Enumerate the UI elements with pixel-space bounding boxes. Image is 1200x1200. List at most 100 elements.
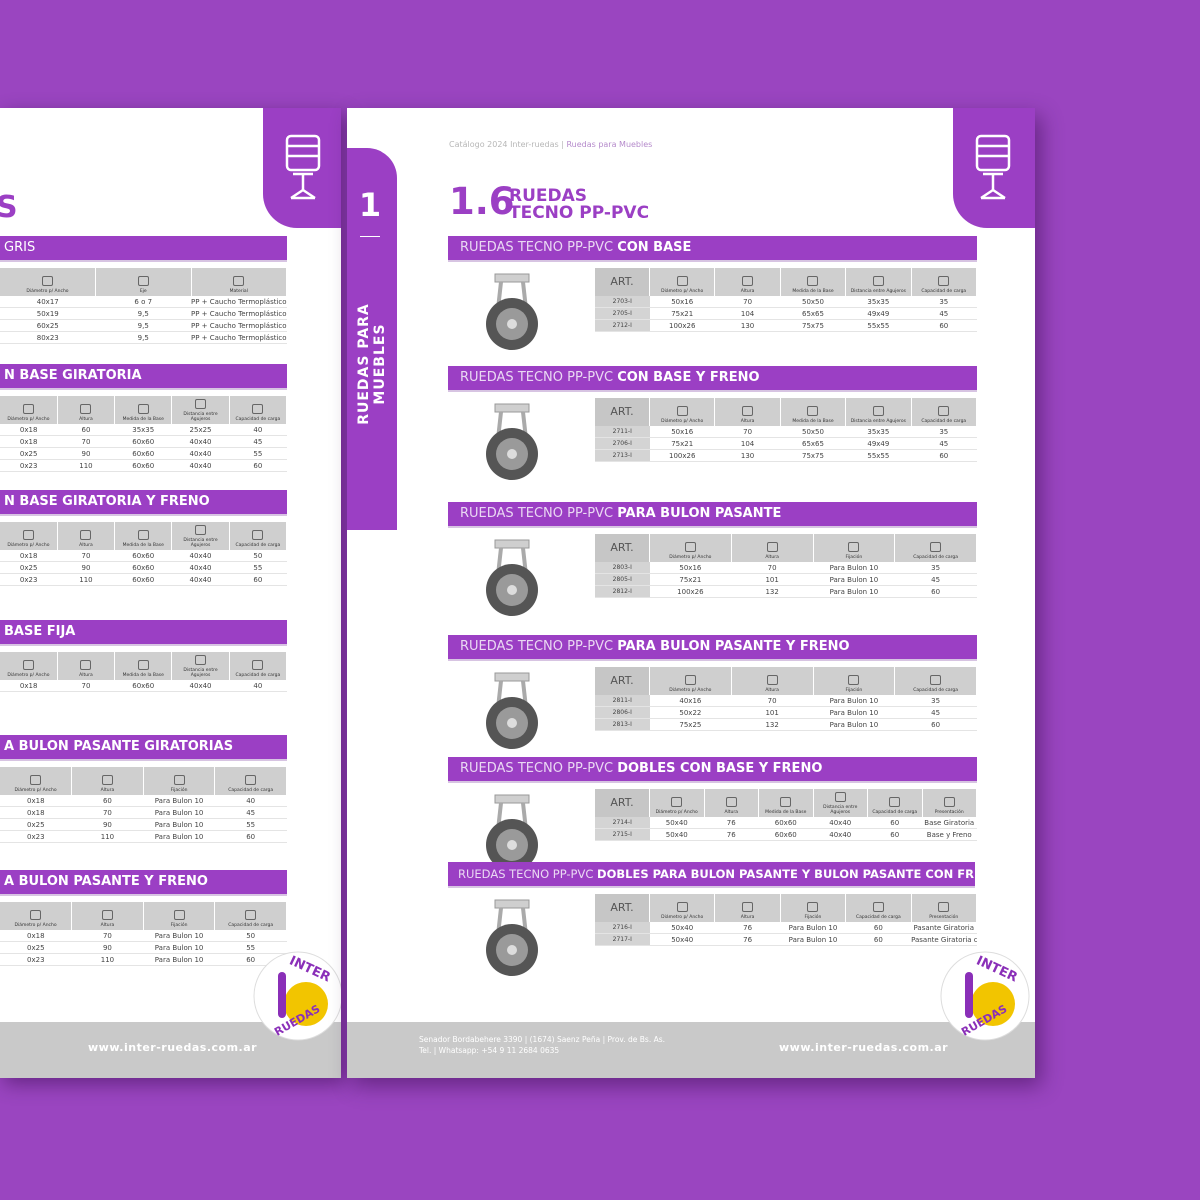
cell: 2713-I (595, 449, 650, 462)
section-title-bold: DOBLES PARA BULON PASANTE Y BULON PASANT… (597, 867, 975, 881)
cell: 45 (214, 806, 287, 819)
cell: Pasante Giratoria c/ freno (911, 933, 977, 946)
logo: INTER RUEDAS (937, 948, 1033, 1044)
cell: 40x40 (813, 817, 868, 829)
divider (360, 236, 380, 237)
header-row: ART. Diámetro p/ Ancho Altura Fijación Capac… (595, 534, 977, 562)
column-icon (943, 797, 955, 807)
table-row: 60x25 9,5 PP + Caucho Termoplástico (0, 319, 287, 332)
cell: 49x49 (845, 307, 912, 320)
column-label: Medida de la Base (122, 543, 164, 548)
column-label: Altura (765, 688, 779, 693)
cell: 45 (911, 437, 977, 450)
column-label: Distancia entre Agujeros (850, 289, 907, 294)
column-header: Fijación (780, 894, 847, 922)
cell: 80x23 (0, 331, 96, 344)
phone: Tel. | Whatsapp: +54 9 11 2684 0635 (419, 1046, 560, 1055)
cell: 0x18 (0, 680, 58, 692)
column-label: Diámetro p/ Ancho (14, 923, 57, 928)
column-header: Capacidad de carga (214, 902, 287, 930)
website: www.inter-ruedas.com.ar (779, 1041, 949, 1054)
column-label: Altura (79, 417, 93, 422)
cell: 130 (714, 449, 781, 462)
header-row: Diámetro p/ Ancho Altura Medida de la Base… (0, 522, 288, 550)
cell: Para Bulon 10 (143, 806, 215, 819)
section-title-bold: CON BASE Y FRENO (617, 370, 760, 385)
table-row: 0x23 110 60x60 40x40 60 (0, 573, 287, 586)
cell: 75x21 (649, 307, 715, 320)
cell: 35 (911, 296, 977, 308)
spec-table: Diámetro p/ Ancho Eje Material 40x17 6 o 7 PP… (0, 268, 287, 344)
column-icon (766, 542, 778, 552)
table-row: 2705-I 75x21 104 65x65 49x49 45 (595, 307, 977, 320)
cell: Para Bulon 10 (780, 933, 846, 946)
column-header: Diámetro p/ Ancho (0, 902, 73, 930)
spec-table: ART. Diámetro p/ Ancho Altura Fijación Capac… (595, 894, 978, 946)
cell: 76 (704, 817, 759, 829)
column-icon (42, 276, 53, 286)
table-row: 0x23 110 60x60 40x40 60 (0, 459, 287, 472)
header-row: Diámetro p/ Ancho Eje Material (0, 268, 287, 296)
column-label: ART. (610, 404, 634, 418)
cell: 90 (71, 941, 144, 954)
cell: 60 (845, 933, 912, 946)
column-icon (173, 910, 185, 920)
column-icon (195, 655, 207, 665)
cell: 101 (731, 573, 813, 586)
column-label: Capacidad de carga (872, 810, 918, 815)
column-header: Altura (71, 767, 144, 795)
cell: 50x40 (649, 933, 715, 946)
cell: 0x18 (0, 550, 58, 562)
column-icon (22, 404, 34, 414)
section-title-prefix: RUEDAS TECNO PP-PVC (460, 370, 614, 385)
column-icon (938, 902, 950, 912)
column-header: Diámetro p/ Ancho (649, 268, 716, 296)
table-row: 2806-I 50x22 101 Para Bulon 10 45 (595, 706, 977, 719)
column-header: Distancia entre Agujeros (845, 268, 912, 296)
section-bar: BASE FIJA (0, 620, 287, 644)
cell: Para Bulon 10 (143, 930, 215, 942)
column-header: Diámetro p/ Ancho (0, 522, 58, 550)
section-title-prefix: RUEDAS TECNO PP-PVC (458, 867, 594, 881)
table-row: 50x19 9,5 PP + Caucho Termoplástico (0, 307, 287, 320)
column-header: Material (191, 268, 287, 296)
cell: 60 (894, 585, 977, 598)
column-header: Medida de la Base (758, 789, 814, 817)
column-label: Capacidad de carga (913, 555, 959, 560)
running-header: Catálogo 2024 Inter-ruedas | Ruedas para… (449, 140, 653, 149)
column-header: Altura (731, 534, 814, 562)
cell: 70 (714, 296, 781, 308)
table-row: 2715-I 50x40 76 60x60 40x40 60 Base y Freno (595, 828, 977, 841)
column-icon (848, 675, 860, 685)
table-row: 40x17 6 o 7 PP + Caucho Termoplástico (0, 296, 287, 308)
column-icon (233, 276, 245, 286)
column-label: Altura (740, 289, 755, 294)
column-icon (872, 406, 884, 416)
cell: 2813-I (595, 718, 650, 731)
section-bar: RUEDAS TECNO PP-PVC PARA BULON PASANTE (448, 502, 977, 526)
column-icon (938, 276, 950, 286)
table-row: 0x25 90 Para Bulon 10 55 (0, 818, 287, 831)
column-header: Capacidad de carga (894, 534, 977, 562)
cell: 0x18 (0, 806, 72, 819)
table-row: 2812-I 100x26 132 Para Bulon 10 60 (595, 585, 977, 598)
header-row: Diámetro p/ Ancho Altura Medida de la Base… (0, 652, 288, 680)
column-icon (872, 276, 884, 286)
cell: 75x75 (780, 319, 846, 332)
section-title-bold: PARA BULON PASANTE Y FRENO (617, 639, 850, 654)
cell: 55 (229, 561, 287, 574)
column-header: ART. (595, 268, 650, 296)
wheel-part (965, 972, 973, 1018)
cell: 60x60 (114, 680, 172, 692)
cell: 50x16 (649, 296, 715, 308)
cell: 2703-I (595, 296, 650, 308)
cell: 50x40 (649, 828, 704, 841)
cell: 60x60 (114, 459, 172, 472)
table-row: 2714-I 50x40 76 60x60 40x40 60 Base Giratoria (595, 817, 977, 829)
wheel-image (486, 899, 538, 976)
column-icon (195, 399, 207, 409)
right-page: Catálogo 2024 Inter-ruedas | Ruedas para… (347, 108, 1035, 1078)
section-bar: N BASE GIRATORIA Y FRENO (0, 490, 287, 514)
cell: 50x40 (649, 922, 715, 934)
column-header: Eje (95, 268, 192, 296)
